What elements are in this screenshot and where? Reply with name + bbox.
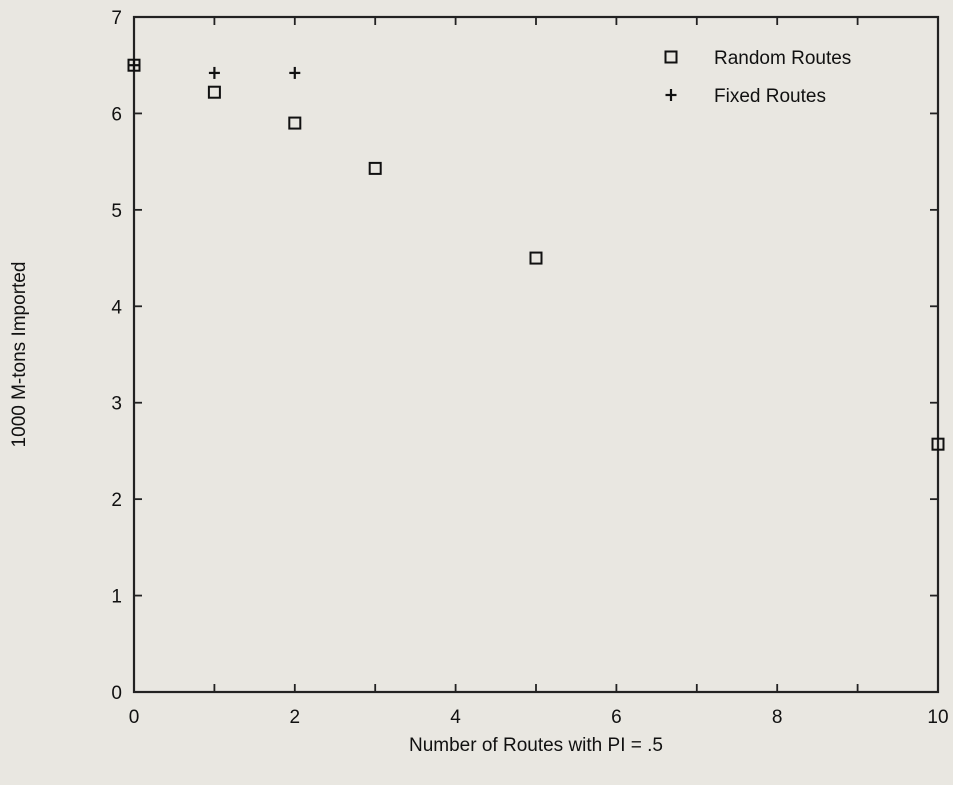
y-tick-label: 1: [111, 587, 122, 608]
random-routes-point: [368, 161, 382, 175]
series-random-routes: [127, 58, 945, 451]
y-tick-label: 0: [111, 683, 122, 704]
axis-ticks: [133, 16, 939, 693]
x-tick-label: 0: [129, 707, 140, 728]
x-tick-label: 6: [611, 707, 622, 728]
y-tick-label: 6: [111, 104, 122, 125]
random-routes-point: [207, 85, 221, 99]
legend-label-random-routes: Random Routes: [714, 48, 851, 69]
x-tick-label: 10: [927, 707, 948, 728]
series-fixed-routes: [128, 59, 301, 79]
y-tick-label: 7: [111, 8, 122, 29]
random-routes-point: [931, 437, 945, 451]
y-axis-title: 1000 M-tons Imported: [9, 262, 30, 448]
y-tick-label: 3: [111, 394, 122, 415]
y-tick-label: 4: [111, 297, 122, 318]
legend-label-fixed-routes: Fixed Routes: [714, 86, 826, 107]
legend-plus-marker: [665, 89, 677, 101]
fixed-routes-point: [128, 59, 140, 72]
fixed-routes-point: [208, 66, 220, 79]
x-tick-label: 8: [772, 707, 783, 728]
legend-plus-symbol: [665, 89, 677, 101]
fixed-routes-point: [289, 66, 301, 79]
legend-item-random-routes: Random Routes: [664, 48, 851, 69]
tick-labels: 0 2 4 6 8 10 0 1 2 3 4 5 6 7: [111, 8, 948, 728]
y-tick-label: 5: [111, 201, 122, 222]
legend-item-fixed-routes: Fixed Routes: [665, 86, 826, 107]
x-tick-label: 2: [290, 707, 301, 728]
random-routes-point: [529, 251, 543, 265]
plot-frame: [132, 15, 940, 694]
y-tick-label: 2: [111, 490, 122, 511]
x-tick-label: 4: [450, 707, 461, 728]
plot-frame-border: [132, 15, 940, 694]
data-points: [127, 58, 945, 451]
x-axis-title: Number of Routes with PI = .5: [409, 735, 663, 756]
random-routes-point: [288, 116, 302, 130]
legend-square-marker: [664, 50, 678, 64]
legend: Random Routes Fixed Routes: [664, 48, 851, 107]
